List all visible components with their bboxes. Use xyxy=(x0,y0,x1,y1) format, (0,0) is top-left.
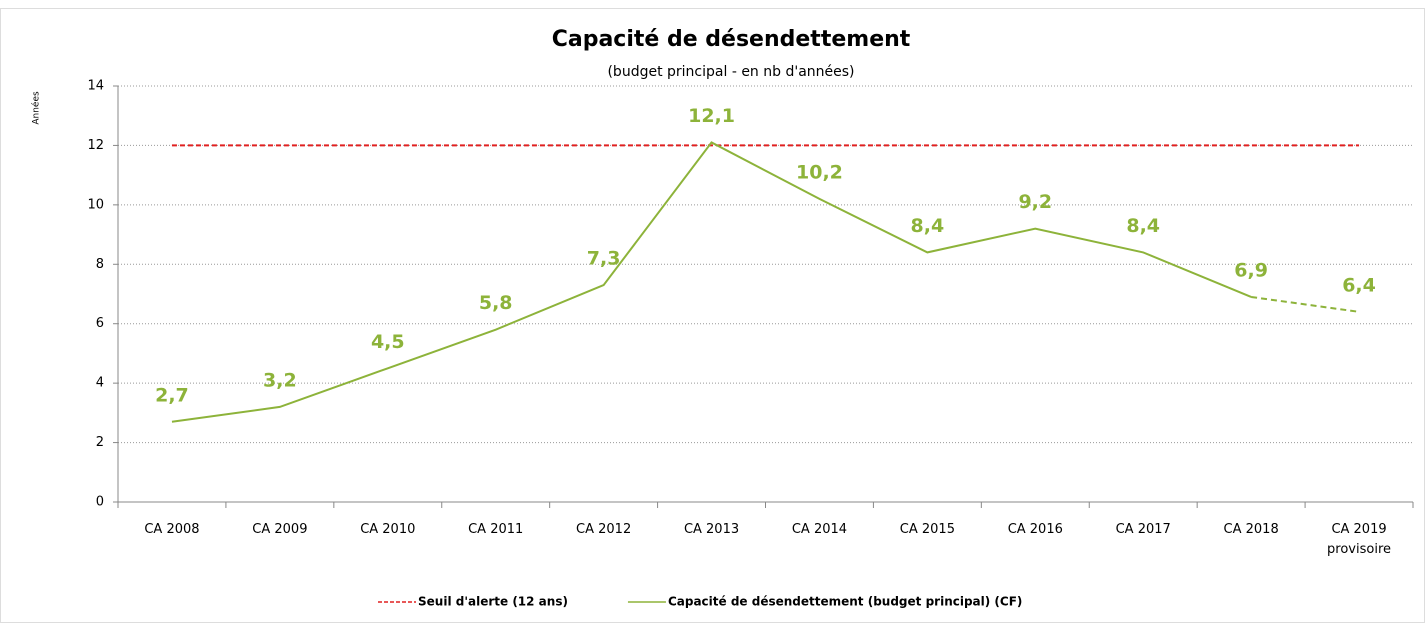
x-tick-label: CA 2016 xyxy=(1007,522,1063,537)
y-tick-label: 10 xyxy=(87,197,104,212)
data-label: 3,2 xyxy=(263,369,297,391)
data-label: 8,4 xyxy=(1126,215,1160,237)
data-label: 9,2 xyxy=(1018,191,1052,213)
x-tick-label: CA 2011 xyxy=(468,522,524,537)
x-tick-label: CA 2008 xyxy=(144,522,200,537)
y-tick-label: 14 xyxy=(87,79,104,94)
y-tick-label: 12 xyxy=(87,138,104,153)
x-tick-label: CA 2015 xyxy=(899,522,955,537)
series-line-dashed xyxy=(1250,295,1360,313)
x-tick-label: CA 2014 xyxy=(791,522,848,537)
data-label: 2,7 xyxy=(155,384,189,406)
y-tick-label: 8 xyxy=(96,257,104,272)
x-tick-label: CA 2018 xyxy=(1223,522,1279,537)
data-label: 6,9 xyxy=(1234,259,1268,281)
data-label: 4,5 xyxy=(371,331,405,353)
data-label: 10,2 xyxy=(796,161,843,183)
x-tick-label: CA 2009 xyxy=(252,522,308,537)
chart-border xyxy=(0,8,1425,623)
x-tick-label: CA 2019 provisoire xyxy=(1327,522,1392,557)
y-tick-label: 0 xyxy=(96,495,104,510)
chart-title: Capacité de désendettement xyxy=(552,27,911,52)
x-tick-label: CA 2013 xyxy=(683,522,740,537)
y-tick-label: 6 xyxy=(96,316,104,331)
y-tick-label: 2 xyxy=(96,435,104,450)
series-line xyxy=(171,141,1252,423)
y-tick-label: 4 xyxy=(96,376,104,391)
data-label: 12,1 xyxy=(688,105,735,127)
data-label: 5,8 xyxy=(479,292,513,314)
data-label: 8,4 xyxy=(911,215,945,237)
x-tick-label: CA 2017 xyxy=(1115,522,1171,537)
x-tick-label: CA 2010 xyxy=(360,522,416,537)
chart-subtitle: (budget principal - en nb d'années) xyxy=(607,64,854,80)
data-label: 7,3 xyxy=(587,248,621,270)
legend-label: Capacité de désendettement (budget princ… xyxy=(668,595,1022,609)
data-label: 6,4 xyxy=(1342,274,1376,296)
y-axis-label: Années xyxy=(31,91,42,125)
legend-label: Seuil d'alerte (12 ans) xyxy=(418,595,568,609)
x-tick-label: CA 2012 xyxy=(576,522,632,537)
